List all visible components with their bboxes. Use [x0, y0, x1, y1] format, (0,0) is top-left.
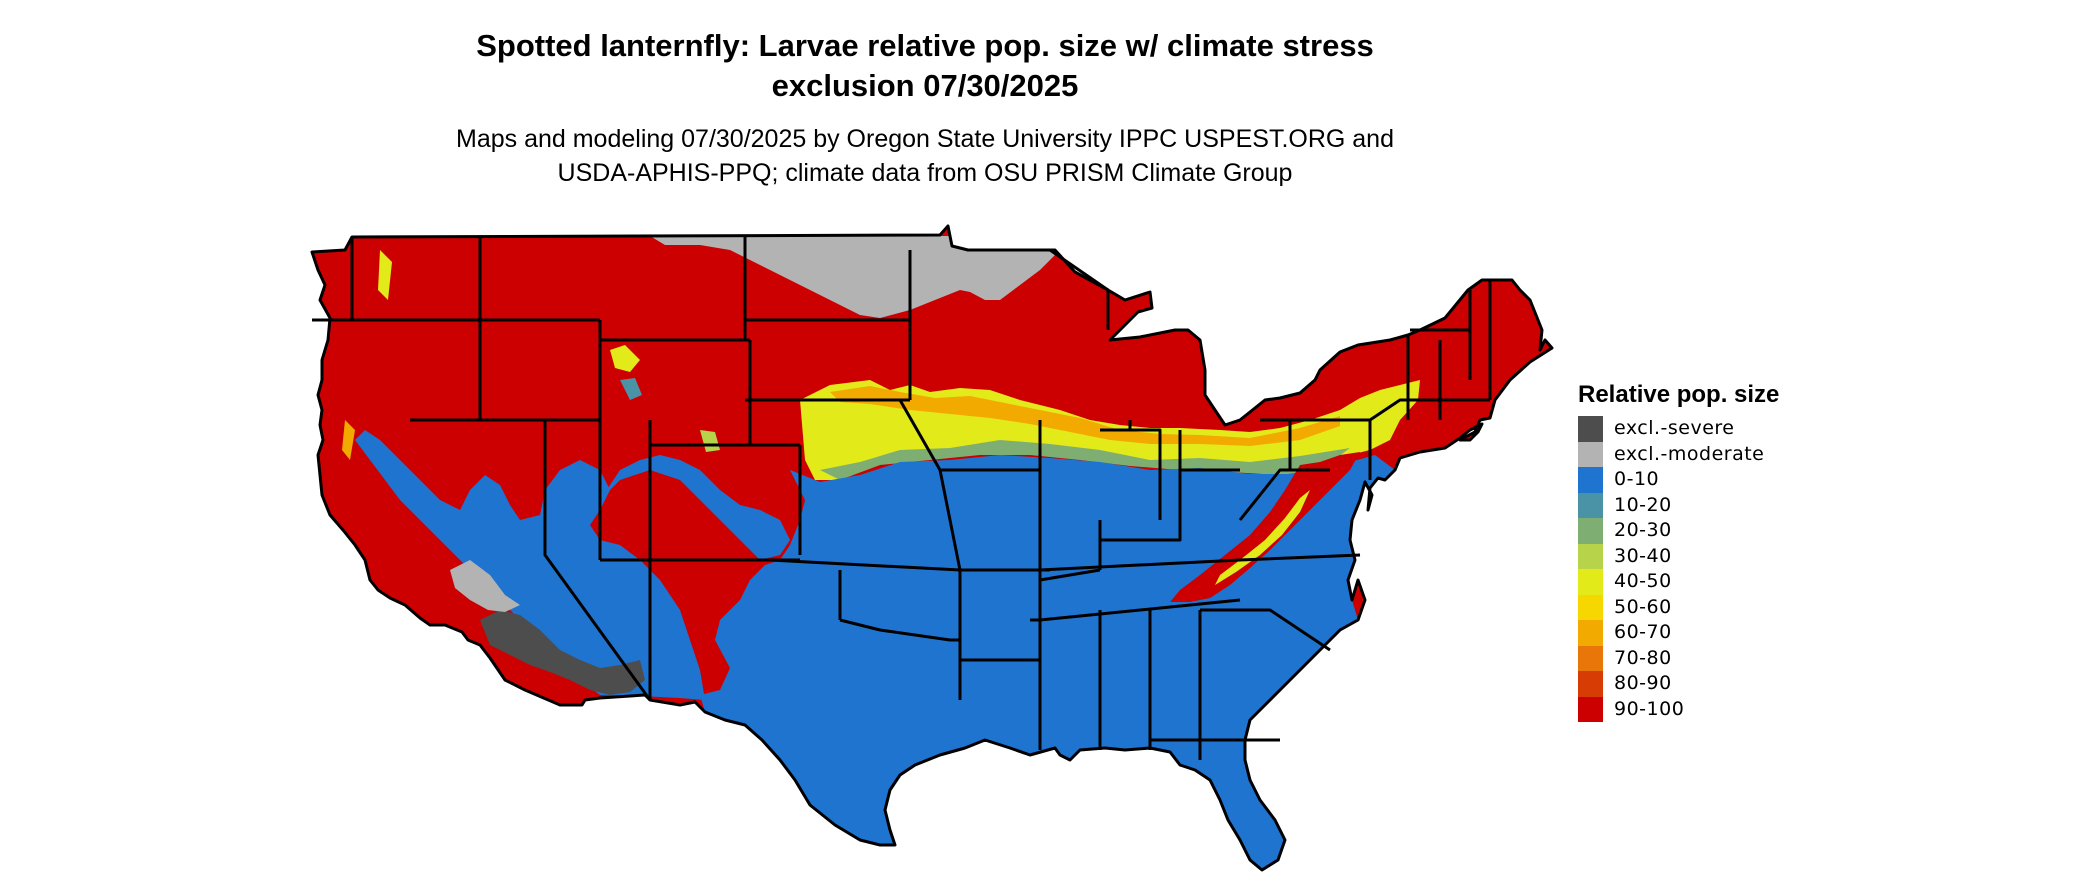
legend-label: 50-60: [1614, 595, 1672, 618]
legend-item: 70-80: [1578, 645, 1878, 671]
warm-accent-west-3: [610, 345, 640, 372]
warm-accent-west-4: [620, 378, 642, 400]
legend-swatch: [1578, 696, 1603, 722]
legend-swatch: [1578, 569, 1603, 595]
legend-item: 10-20: [1578, 492, 1878, 518]
map-title-line-1: Spotted lanternfly: Larvae relative pop.…: [476, 28, 1374, 63]
legend-item: excl.-moderate: [1578, 441, 1878, 467]
excl-moderate-southwest: [450, 560, 520, 612]
appalachian-ridge: [1170, 452, 1360, 602]
legend-swatch: [1578, 441, 1603, 467]
legend-item: excl.-severe: [1578, 416, 1878, 442]
legend-swatch: [1578, 416, 1603, 442]
excl-severe-southwest: [480, 610, 645, 695]
legend-item: 60-70: [1578, 620, 1878, 646]
legend-label: 80-90: [1614, 672, 1672, 695]
legend-item: 50-60: [1578, 594, 1878, 620]
legend-label: excl.-severe: [1614, 417, 1735, 440]
legend: Relative pop. size excl.-severe excl.-mod…: [1578, 378, 1878, 722]
map-subtitle-line-2: USDA-APHIS-PPQ; climate data from OSU PR…: [557, 159, 1293, 187]
legend-swatch: [1578, 467, 1603, 493]
legend-item: 20-30: [1578, 518, 1878, 544]
legend-item: 30-40: [1578, 543, 1878, 569]
legend-item: 40-50: [1578, 569, 1878, 595]
legend-label: 70-80: [1614, 646, 1672, 669]
legend-item: 90-100: [1578, 696, 1878, 722]
legend-swatch: [1578, 492, 1603, 518]
legend-label: excl.-moderate: [1614, 442, 1765, 465]
state-borders: [310, 224, 1554, 872]
legend-label: 40-50: [1614, 570, 1672, 593]
legend-label: 0-10: [1614, 468, 1660, 491]
legend-swatch: [1578, 543, 1603, 569]
legend-swatch: [1578, 620, 1603, 646]
legend-title: Relative pop. size: [1578, 381, 1780, 408]
legend-swatch: [1578, 594, 1603, 620]
west-blue-region-2: [600, 455, 790, 560]
legend-label: 60-70: [1614, 621, 1672, 644]
legend-items: excl.-severe excl.-moderate 0-10 10-20 20-30…: [1578, 416, 1878, 722]
legend-label: 90-100: [1614, 697, 1685, 720]
map-title-line-2: exclusion 07/30/2025: [771, 68, 1079, 103]
legend-swatch: [1578, 518, 1603, 544]
legend-label: 20-30: [1614, 519, 1672, 542]
legend-item: 80-90: [1578, 671, 1878, 697]
warm-accent-west-1: [342, 420, 355, 460]
excl-moderate-north: [650, 236, 1055, 318]
legend-swatch: [1578, 645, 1603, 671]
legend-swatch: [1578, 671, 1603, 697]
legend-label: 30-40: [1614, 544, 1672, 567]
legend-label: 10-20: [1614, 493, 1672, 516]
legend-item: 0-10: [1578, 467, 1878, 493]
map-subtitle-line-1: Maps and modeling 07/30/2025 by Oregon S…: [456, 125, 1394, 153]
warm-accent-west-2: [378, 250, 392, 300]
west-blue-region: [355, 430, 705, 700]
transition-orange: [830, 386, 1340, 446]
